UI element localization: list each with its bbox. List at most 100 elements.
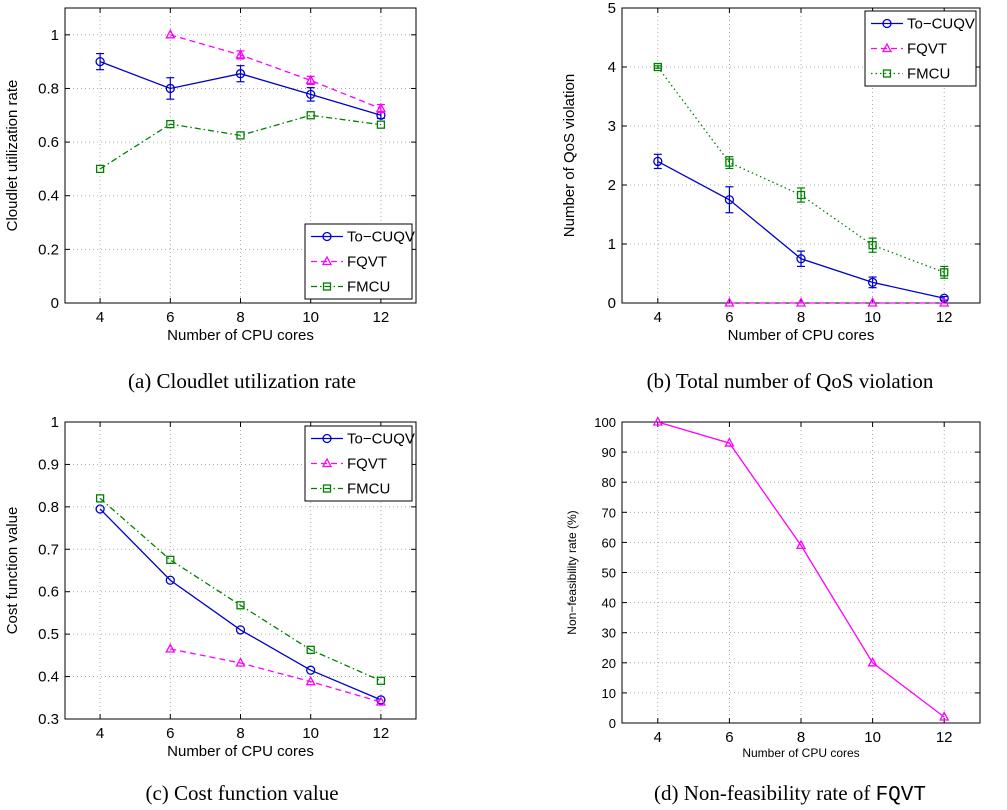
legend-marker xyxy=(882,18,892,29)
y-axis-label: Cost function value xyxy=(4,507,21,635)
data-point xyxy=(236,601,245,610)
x-tick-label: 12 xyxy=(936,309,953,326)
x-tick-label: 4 xyxy=(654,309,662,326)
x-axis-label: Number of CPU cores xyxy=(167,743,314,760)
y-tick-label: 60 xyxy=(602,535,616,550)
series-line xyxy=(657,421,945,718)
data-point xyxy=(165,83,175,94)
series-fqvt xyxy=(652,416,950,721)
series-line xyxy=(657,66,945,273)
data-point xyxy=(653,62,662,72)
data-point xyxy=(375,102,386,113)
data-point xyxy=(306,111,315,120)
x-tick-label: 12 xyxy=(373,309,390,326)
y-tick-label: 1 xyxy=(608,236,616,253)
data-point xyxy=(235,49,246,59)
data-point xyxy=(376,120,386,129)
series-fmcu xyxy=(653,62,949,279)
data-point xyxy=(236,131,245,140)
series-to-cuqv xyxy=(95,504,386,705)
data-point xyxy=(376,676,386,685)
y-tick-label: 0 xyxy=(51,295,59,312)
y-tick-label: 10 xyxy=(602,686,616,701)
data-point xyxy=(235,657,246,667)
data-point xyxy=(166,119,175,129)
data-point xyxy=(939,297,950,307)
data-point xyxy=(796,254,806,264)
y-tick-label: 90 xyxy=(602,445,616,460)
y-tick-label: 0 xyxy=(609,716,616,731)
data-point xyxy=(867,297,878,307)
data-point xyxy=(795,297,807,307)
data-point xyxy=(95,164,105,174)
y-tick-label: 0 xyxy=(608,295,616,312)
data-point xyxy=(235,69,246,79)
y-tick-label: 2 xyxy=(608,177,616,194)
legend-entry: FQVT xyxy=(347,456,387,473)
series-fmcu xyxy=(95,494,386,685)
series-line xyxy=(99,114,381,170)
y-tick-label: 4 xyxy=(608,59,616,76)
legend-entry: To−CUQV xyxy=(347,431,415,448)
data-point xyxy=(165,643,176,653)
data-point xyxy=(375,696,386,706)
data-point xyxy=(725,158,734,167)
x-axis-label: Number of CPU cores xyxy=(167,327,314,344)
grid xyxy=(622,421,980,724)
y-axis-label: Cloudlet utilization rate xyxy=(4,80,21,232)
data-point xyxy=(724,195,735,205)
y-tick-label: 0.5 xyxy=(38,626,59,643)
series-to-cuqv xyxy=(653,153,949,303)
x-axis-label: Number of CPU cores xyxy=(728,327,875,344)
data-point xyxy=(166,555,175,565)
legend-marker xyxy=(321,255,333,266)
data-point xyxy=(306,89,316,100)
data-point xyxy=(867,277,878,288)
data-point xyxy=(165,575,175,585)
y-tick-label: 40 xyxy=(602,596,616,611)
x-tick-label: 12 xyxy=(936,729,953,746)
y-tick-label: 0.2 xyxy=(38,241,59,258)
legend-entry: FQVT xyxy=(907,41,947,58)
series-to-cuqv xyxy=(95,52,386,120)
y-tick-label: 0.4 xyxy=(38,669,59,686)
data-point xyxy=(652,416,663,426)
data-point xyxy=(95,494,105,503)
x-tick-label: 4 xyxy=(96,309,104,326)
y-tick-label: 0.6 xyxy=(38,584,59,601)
data-point xyxy=(306,645,315,654)
series-fqvt xyxy=(724,297,950,307)
legend-entry: To−CUQV xyxy=(907,16,975,33)
legend-entry: FMCU xyxy=(347,279,390,296)
y-tick-label: 80 xyxy=(602,475,616,490)
y-tick-label: 0.7 xyxy=(38,541,59,558)
legend: To−CUQV FQVT FMCU xyxy=(304,425,415,502)
data-point xyxy=(165,28,176,39)
legend-marker xyxy=(322,484,332,493)
y-tick-label: 50 xyxy=(602,566,616,581)
data-point xyxy=(795,539,807,550)
series-line xyxy=(99,497,382,682)
x-tick-label: 12 xyxy=(373,725,390,742)
series-fmcu xyxy=(95,111,386,174)
panel-caption: (d) Non-feasibility rate of FQVT xyxy=(654,781,926,807)
caption-text: (d) Non-feasibility rate of xyxy=(654,781,876,805)
y-tick-label: 0.4 xyxy=(38,188,59,205)
chart-panel-4: 4 6 8 10 12 0 10 20 30 40 50 60 70 80 90 100 Number of C… xyxy=(565,415,981,807)
legend-marker xyxy=(322,231,332,242)
y-tick-label: 1 xyxy=(51,414,59,431)
data-point xyxy=(939,293,949,303)
x-tick-label: 6 xyxy=(725,729,733,746)
data-point xyxy=(95,56,105,67)
series-line xyxy=(99,508,382,701)
y-tick-label: 5 xyxy=(608,0,616,17)
data-point xyxy=(940,268,949,277)
x-tick-label: 10 xyxy=(864,309,881,326)
x-tick-label: 8 xyxy=(236,309,244,326)
x-tick-label: 10 xyxy=(864,729,881,746)
legend-entry: To−CUQV xyxy=(347,229,415,246)
data-point xyxy=(724,437,735,447)
y-tick-label: 0.8 xyxy=(38,499,59,516)
